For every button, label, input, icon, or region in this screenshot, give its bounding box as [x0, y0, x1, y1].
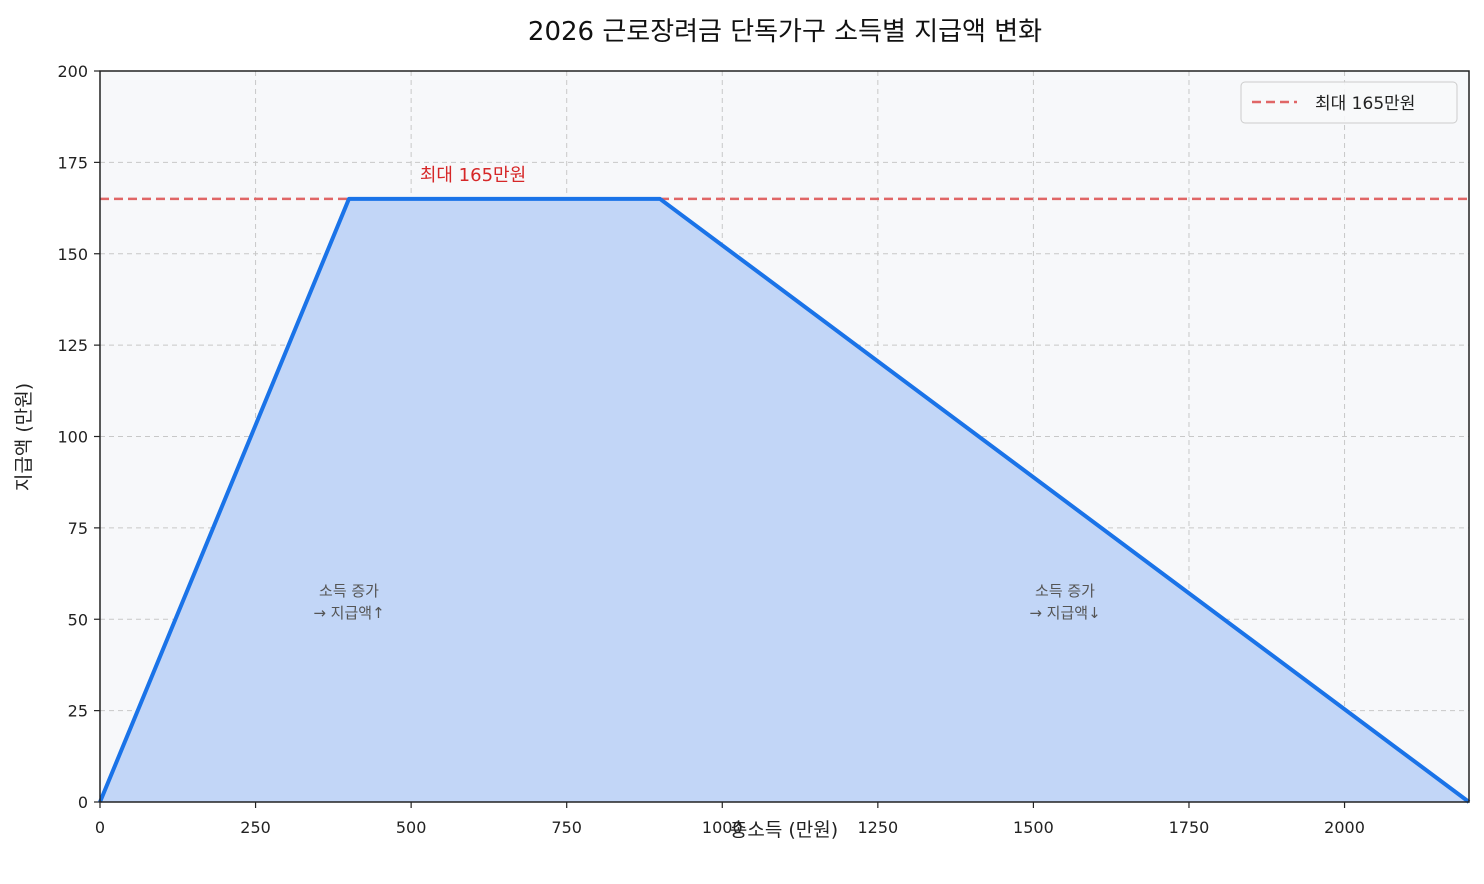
y-tick-label: 150 [57, 245, 88, 264]
x-tick-label: 2000 [1324, 818, 1365, 837]
legend-box [1240, 81, 1458, 124]
y-tick-label: 100 [57, 428, 88, 447]
x-tick-label: 1000 [702, 818, 743, 837]
left-annotation-line2: → 지급액↑ [313, 604, 384, 622]
series-line [98, 196, 1471, 804]
x-axis-title: 총소득 (만원) [730, 819, 838, 841]
y-axis-ticks: 0 25 50 75 100 125 150 175 200 [57, 62, 100, 812]
x-tick-label: 0 [95, 818, 105, 837]
x-tick-label: 1750 [1169, 818, 1210, 837]
legend: 최대 165만원 [1240, 81, 1458, 124]
x-tick-label: 1250 [857, 818, 898, 837]
x-tick-label: 500 [396, 818, 427, 837]
y-tick-label: 25 [68, 702, 88, 721]
y-axis-title: 지급액 (만원) [13, 383, 35, 491]
chart-title: 2026 근로장려금 단독가구 소득별 지급액 변화 [528, 17, 1042, 47]
y-tick-label: 0 [78, 793, 88, 812]
y-tick-label: 75 [68, 519, 88, 538]
left-annotation-line1: 소득 증가 [319, 582, 379, 600]
x-tick-label: 250 [240, 818, 271, 837]
y-tick-label: 125 [57, 336, 88, 355]
y-tick-label: 200 [57, 62, 88, 81]
x-tick-label: 1500 [1013, 818, 1054, 837]
area-fill [100, 198, 1469, 803]
legend-label: 최대 165만원 [1315, 94, 1415, 114]
y-tick-label: 50 [68, 610, 88, 629]
x-tick-label: 750 [551, 818, 582, 837]
right-annotation-line1: 소득 증가 [1035, 582, 1095, 600]
max-annotation: 최대 165만원 [420, 165, 526, 186]
right-annotation-line2: → 지급액↓ [1029, 604, 1100, 622]
y-tick-label: 175 [57, 153, 88, 172]
x-axis-ticks: 0 250 500 750 1000 1250 1500 1750 2000 [95, 802, 1365, 837]
